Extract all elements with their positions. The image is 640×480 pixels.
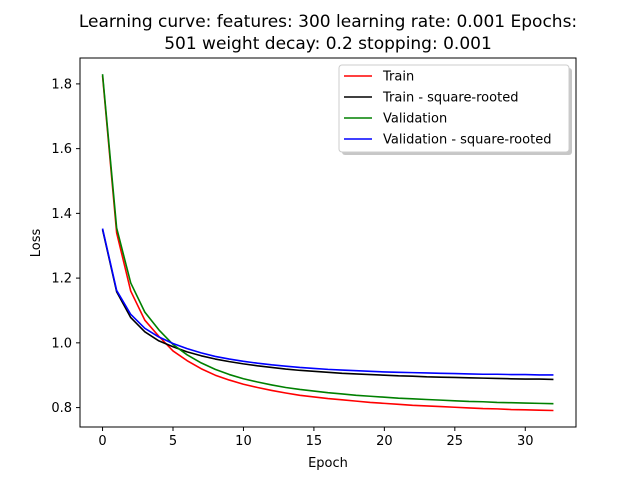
legend-label-1: Train - square-rooted	[382, 91, 518, 106]
series-line-2	[101, 74, 554, 405]
series-lines	[101, 74, 554, 412]
series-line-0	[101, 75, 554, 412]
y-tick-label: 1.6	[51, 142, 72, 157]
chart-title-line-2: 501 weight decay: 0.2 stopping: 0.001	[164, 34, 492, 54]
y-tick-label: 1.4	[51, 207, 72, 222]
legend: Train Train - square-rooted Validation Vali…	[338, 64, 572, 155]
x-axis-label: Epoch	[308, 456, 348, 471]
x-tick-label: 20	[376, 434, 393, 449]
chart-title-line-1: Learning curve: features: 300 learning r…	[79, 12, 577, 32]
legend-label-3: Validation - square-rooted	[383, 133, 551, 148]
series-line-3	[101, 228, 554, 376]
y-axis-ticks: 0.8 1.0 1.2 1.4 1.6 1.8	[51, 77, 80, 416]
legend-label-0: Train	[382, 70, 414, 85]
x-tick-label: 5	[169, 434, 177, 449]
legend-box	[338, 64, 570, 153]
chart-title: Learning curve: features: 300 learning r…	[79, 12, 577, 54]
y-tick-label: 1.2	[51, 272, 72, 287]
x-tick-label: 25	[447, 434, 464, 449]
x-tick-label: 15	[306, 434, 323, 449]
x-tick-label: 10	[235, 434, 252, 449]
y-tick-label: 1.0	[51, 336, 72, 351]
legend-items: Train Train - square-rooted Validation Vali…	[344, 70, 551, 148]
x-axis-ticks: 0 5 10 15 20 25 30	[98, 427, 534, 449]
y-tick-label: 0.8	[51, 401, 72, 416]
y-axis-label: Loss	[29, 229, 44, 258]
legend-label-2: Validation	[383, 112, 447, 127]
plot-area-frame	[79, 57, 577, 428]
x-tick-label: 30	[517, 434, 534, 449]
series-line-1	[101, 229, 554, 381]
y-tick-label: 1.8	[51, 77, 72, 92]
x-tick-label: 0	[98, 434, 106, 449]
